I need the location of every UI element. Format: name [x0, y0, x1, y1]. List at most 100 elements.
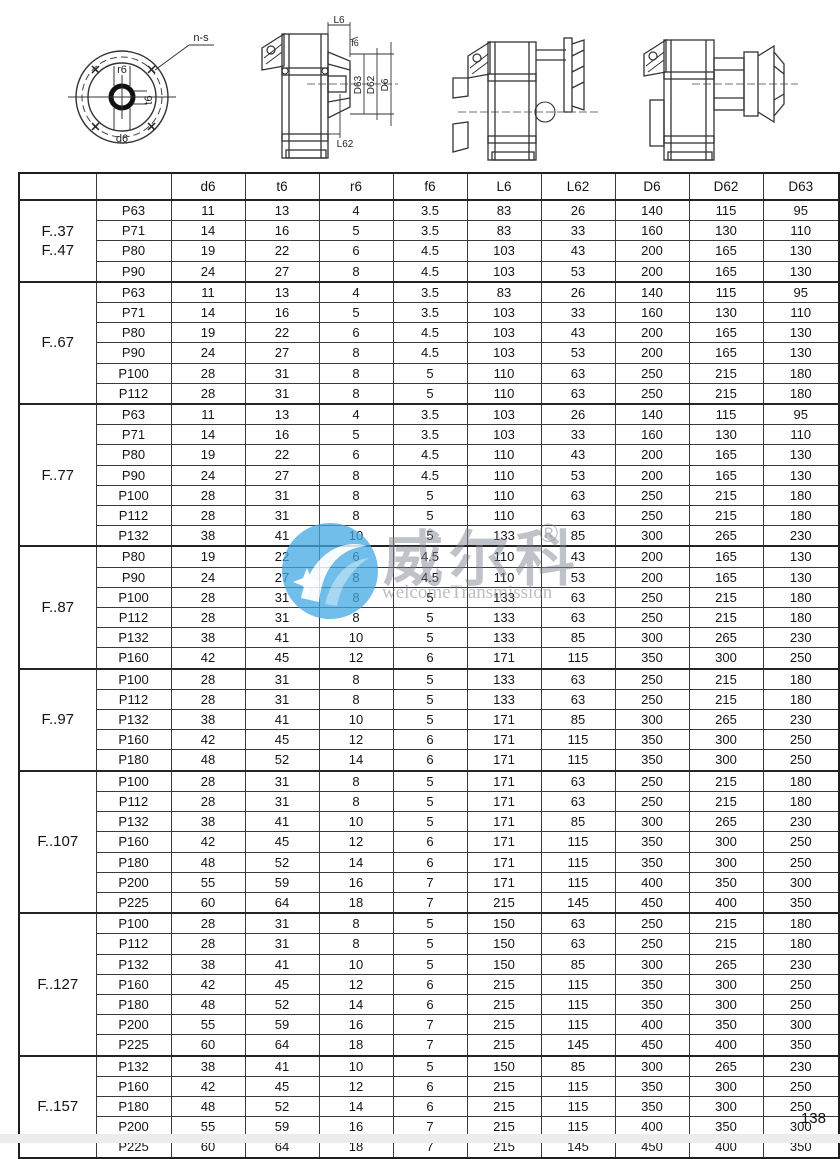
value-cell: 28 — [170, 667, 246, 690]
model-cell: P80 — [95, 444, 172, 466]
model-cell: P100 — [95, 586, 172, 609]
value-cell: 42 — [170, 831, 246, 853]
value-cell: 38 — [170, 811, 246, 833]
value-cell: 55 — [170, 1014, 246, 1036]
value-cell: 5 — [392, 769, 468, 792]
value-cell: 52 — [244, 851, 320, 873]
model-cell: P225 — [95, 1034, 172, 1057]
value-cell: 5 — [392, 811, 468, 833]
gearbox-side-view-dimensioned-drawing: L6 f6 D63 D62 D6 L62 — [261, 15, 398, 159]
value-cell: 215 — [466, 993, 542, 1016]
value-cell: 130 — [762, 240, 840, 262]
table-row: P90 24 27 8 4.5 110 53 200 165 130 — [19, 464, 840, 486]
group-label-cell: F..37 F..47 — [18, 199, 97, 283]
value-cell: 171 — [466, 647, 542, 670]
value-cell: 52 — [244, 1095, 320, 1118]
value-cell: 12 — [318, 729, 394, 751]
table-row: P180 48 52 14 6 215 115 350 300 250 — [19, 993, 840, 1016]
value-cell: 31 — [244, 769, 320, 792]
value-cell: 31 — [244, 790, 320, 813]
value-cell: 450 — [614, 1034, 690, 1057]
value-cell: 53 — [540, 464, 616, 486]
value-cell: 28 — [170, 912, 246, 935]
table-row: P132 38 41 10 5 171 85 300 265 230 — [19, 811, 840, 833]
value-cell: 43 — [540, 322, 616, 344]
value-cell: 48 — [170, 1095, 246, 1118]
value-cell: 300 — [614, 525, 690, 547]
value-cell: 115 — [540, 831, 616, 853]
value-cell: 8 — [318, 688, 394, 711]
model-cell: P80 — [95, 322, 172, 344]
value-cell: 6 — [392, 831, 468, 853]
value-cell: 215 — [466, 1075, 542, 1097]
value-cell: 300 — [614, 709, 690, 731]
value-cell: 115 — [540, 973, 616, 995]
value-cell: 165 — [688, 342, 764, 364]
value-cell: 45 — [244, 1075, 320, 1097]
value-cell: 28 — [170, 586, 246, 609]
table-row: P200 55 59 16 7 215 115 400 350 300 — [19, 1116, 840, 1138]
value-cell: 41 — [244, 627, 320, 649]
value-cell: 4.5 — [392, 464, 468, 486]
table-row: P132 38 41 10 5 133 85 300 265 230 — [19, 525, 840, 547]
value-cell: 41 — [244, 525, 320, 547]
model-cell: P71 — [95, 424, 172, 446]
table-row: F..87 P80 19 22 6 4.5 110 43 200 165 130 — [18, 545, 840, 670]
value-cell: 180 — [762, 688, 840, 711]
model-cell: P100 — [95, 362, 172, 384]
value-cell: 31 — [244, 362, 320, 384]
value-cell: 31 — [244, 912, 320, 935]
table-row: P112 28 31 8 5 133 63 250 215 180 — [19, 607, 840, 629]
value-cell: 230 — [762, 811, 840, 833]
value-cell: 85 — [540, 1054, 616, 1077]
page-bottom-shade — [0, 1134, 840, 1143]
value-cell: 6 — [392, 993, 468, 1016]
value-cell: 250 — [762, 647, 840, 670]
model-cell: P100 — [95, 912, 172, 935]
value-cell: 110 — [466, 382, 542, 405]
table-row: F..157 P132 38 41 10 5 150 85 300 265 230 — [18, 1054, 840, 1159]
value-cell: 41 — [244, 1054, 320, 1077]
value-cell: 42 — [170, 647, 246, 670]
value-cell: 250 — [614, 362, 690, 384]
value-cell: 171 — [466, 709, 542, 731]
value-cell: 200 — [614, 444, 690, 466]
table-row: P160 42 45 12 6 171 115 350 300 250 — [19, 729, 840, 751]
value-cell: 8 — [318, 382, 394, 405]
value-cell: 130 — [688, 424, 764, 446]
label-n-s: n-s — [193, 32, 209, 44]
value-cell: 19 — [170, 322, 246, 344]
label-D63: D63 — [353, 75, 364, 94]
value-cell: 5 — [392, 953, 468, 975]
model-cell: P90 — [95, 566, 172, 588]
value-cell: 8 — [318, 607, 394, 629]
table-row: F..107 P100 28 31 8 5 171 63 250 215 180 — [18, 769, 840, 914]
value-cell: 180 — [762, 607, 840, 629]
value-cell: 265 — [688, 953, 764, 975]
value-cell: 350 — [688, 1116, 764, 1138]
value-cell: 8 — [318, 769, 394, 792]
value-cell: 19 — [170, 444, 246, 466]
value-cell: 133 — [466, 607, 542, 629]
model-cell: P132 — [95, 627, 172, 649]
value-cell: 150 — [466, 1054, 542, 1077]
value-cell: 28 — [170, 505, 246, 527]
value-cell: 103 — [466, 240, 542, 262]
value-cell: 200 — [614, 342, 690, 364]
table-row: P100 28 31 8 5 110 63 250 215 180 — [19, 362, 840, 384]
value-cell: 24 — [170, 260, 246, 283]
value-cell: 85 — [540, 811, 616, 833]
value-cell: 215 — [466, 1014, 542, 1036]
value-cell: 215 — [688, 362, 764, 384]
value-cell: 4.5 — [392, 342, 468, 364]
value-cell: 180 — [762, 933, 840, 955]
value-cell: 8 — [318, 464, 394, 486]
value-cell: 24 — [170, 566, 246, 588]
value-cell: 265 — [688, 709, 764, 731]
value-cell: 200 — [614, 464, 690, 486]
value-cell: 450 — [614, 891, 690, 914]
table-row: F..97 P100 28 31 8 5 133 63 250 215 180 — [18, 667, 840, 772]
value-cell: 230 — [762, 953, 840, 975]
value-cell: 8 — [318, 362, 394, 384]
value-cell: 350 — [688, 871, 764, 893]
